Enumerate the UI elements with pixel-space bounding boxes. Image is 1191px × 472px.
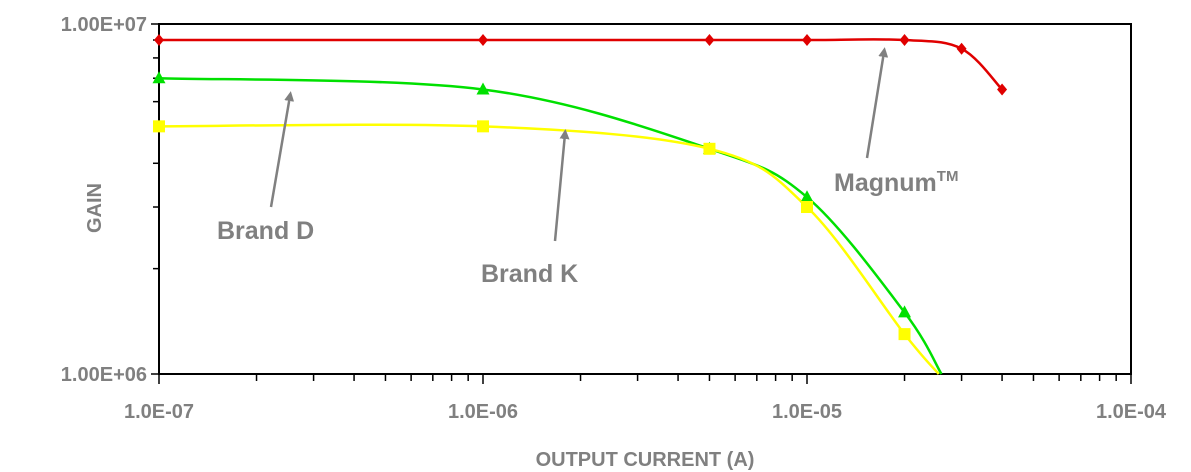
series-line-magnum: [159, 38, 1003, 91]
x-tick-label: 1.0E-04: [1096, 401, 1167, 423]
x-axis-title: OUTPUT CURRENT (A): [536, 449, 755, 471]
marker-brand-d: [898, 305, 912, 318]
marker-brand-k: [477, 120, 489, 133]
y-tick-label: 1.00E+06: [61, 364, 147, 386]
marker-brand-d: [476, 82, 490, 95]
marker-magnum: [704, 34, 715, 47]
y-tick-label: 1.00E+07: [61, 14, 147, 36]
annotation-arrow-brand-d: [269, 91, 295, 208]
y-axis-title: GAIN: [84, 183, 106, 233]
marker-brand-k: [153, 120, 165, 133]
marker-brand-k: [898, 328, 911, 341]
marker-magnum: [899, 34, 910, 47]
annotation-label-brand-k: Brand K: [481, 260, 578, 288]
series-lines: [158, 38, 1003, 375]
x-tick-label: 1.0E-06: [448, 401, 518, 423]
marker-magnum: [997, 83, 1008, 96]
marker-brand-k: [703, 142, 716, 155]
marker-magnum: [478, 34, 488, 47]
series-markers: [152, 34, 1008, 341]
plot-area-frame: [158, 23, 1132, 375]
annotations: Brand D Brand K MagnumTM: [217, 47, 958, 288]
annotation-label-brand-d: Brand D: [217, 217, 314, 245]
marker-magnum: [956, 42, 967, 55]
x-tick-label: 1.0E-05: [772, 401, 842, 423]
annotation-superscript: TM: [937, 168, 959, 185]
annotation-label-magnum: MagnumTM: [834, 168, 958, 197]
series-line-brand-k: [158, 123, 940, 375]
marker-brand-k: [801, 201, 813, 214]
marker-brand-d: [152, 71, 166, 84]
marker-magnum: [154, 34, 164, 47]
marker-brand-d: [800, 190, 814, 203]
annotation-arrow-brand-k: [553, 129, 570, 242]
x-tick-label: 1.0E-07: [124, 401, 194, 423]
marker-magnum: [802, 34, 812, 47]
y-axis-ticks: 1.00E+06 1.00E+07: [61, 14, 159, 386]
annotation-arrow-magnum: [865, 47, 889, 159]
x-axis-ticks: 1.0E-07 1.0E-06 1.0E-05 1.0E-04: [124, 374, 1167, 423]
